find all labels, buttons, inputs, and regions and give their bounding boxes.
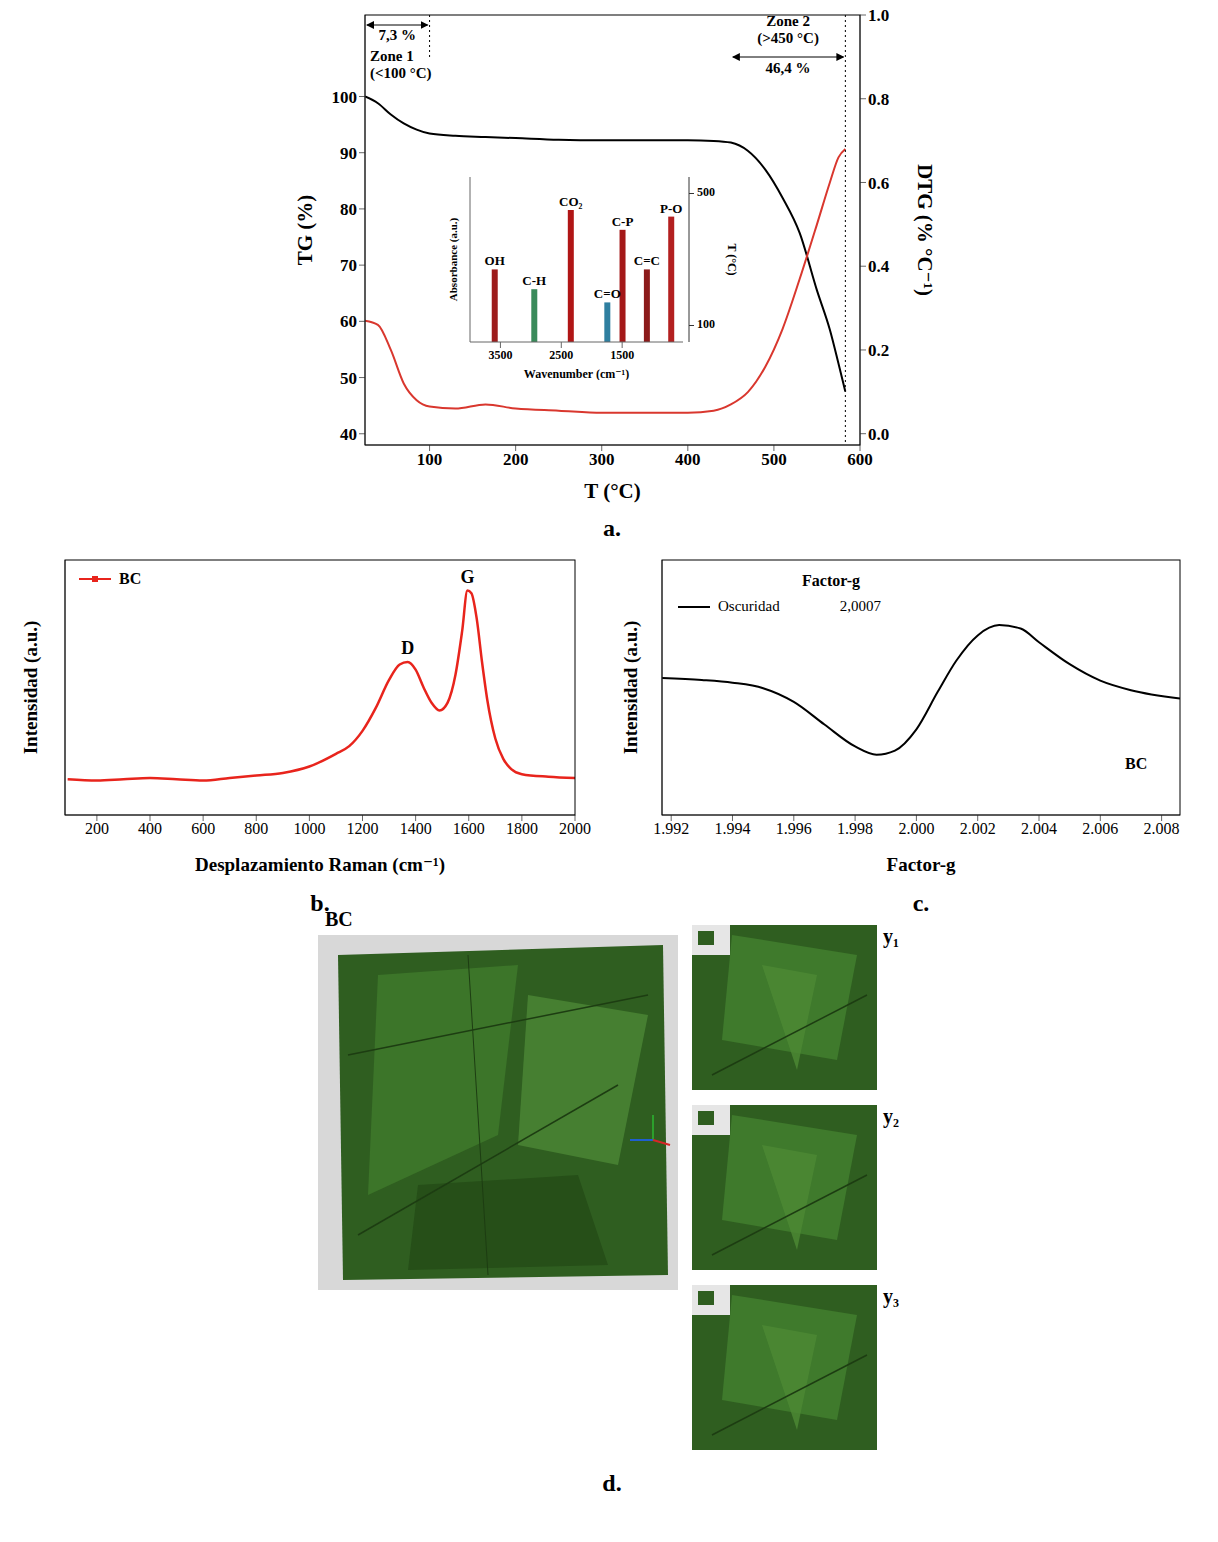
- svg-text:46,4 %: 46,4 %: [766, 60, 811, 76]
- svg-text:CO₂: CO₂: [559, 194, 583, 209]
- svg-text:(>450 °C): (>450 °C): [757, 30, 819, 47]
- html-text:BC: BC: [119, 570, 142, 587]
- html-text:b.: b.: [310, 890, 330, 916]
- svg-text:100: 100: [697, 317, 715, 331]
- html-text:d.: d.: [602, 1470, 622, 1496]
- svg-text:1200: 1200: [347, 820, 379, 837]
- svg-text:T (°C): T (°C): [725, 243, 739, 275]
- svg-text:y₂: y₂: [883, 1105, 899, 1128]
- svg-text:0.8: 0.8: [868, 90, 889, 109]
- svg-text:Intensidad (a.u.): Intensidad (a.u.): [620, 621, 642, 755]
- svg-text:0.2: 0.2: [868, 341, 889, 360]
- svg-text:1500: 1500: [610, 348, 634, 362]
- svg-text:DTG (% °C⁻¹): DTG (% °C⁻¹): [913, 164, 937, 296]
- svg-text:400: 400: [138, 820, 162, 837]
- svg-text:1400: 1400: [400, 820, 432, 837]
- svg-text:Desplazamiento Raman (cm⁻¹): Desplazamiento Raman (cm⁻¹): [195, 854, 445, 876]
- svg-text:800: 800: [244, 820, 268, 837]
- svg-text:y₃: y₃: [883, 1285, 899, 1308]
- svg-text:0.6: 0.6: [868, 174, 889, 193]
- svg-text:1800: 1800: [506, 820, 538, 837]
- svg-text:C-P: C-P: [612, 214, 634, 229]
- svg-text:Absorbance (a.u.): Absorbance (a.u.): [447, 217, 460, 301]
- svg-text:100: 100: [417, 450, 443, 469]
- svg-text:2.008: 2.008: [1144, 820, 1180, 837]
- svg-text:C=C: C=C: [634, 253, 660, 268]
- svg-text:60: 60: [340, 312, 357, 331]
- svg-text:2.002: 2.002: [960, 820, 996, 837]
- svg-text:G: G: [460, 567, 474, 587]
- svg-text:C-H: C-H: [522, 273, 546, 288]
- svg-text:90: 90: [340, 144, 357, 163]
- svg-text:2.004: 2.004: [1021, 820, 1057, 837]
- svg-text:1.992: 1.992: [653, 820, 689, 837]
- svg-text:0.0: 0.0: [868, 425, 889, 444]
- svg-text:300: 300: [589, 450, 615, 469]
- svg-text:80: 80: [340, 200, 357, 219]
- svg-text:P-O: P-O: [660, 201, 682, 216]
- svg-text:Wavenumber (cm⁻¹): Wavenumber (cm⁻¹): [524, 367, 629, 380]
- svg-text:500: 500: [697, 185, 715, 199]
- svg-text:1.998: 1.998: [837, 820, 873, 837]
- html-text:a.: a.: [603, 515, 621, 541]
- html-text:2,0007: 2,0007: [839, 598, 881, 614]
- svg-text:3500: 3500: [488, 348, 512, 362]
- svg-text:C=O: C=O: [594, 286, 621, 301]
- svg-text:(<100 °C): (<100 °C): [370, 65, 432, 82]
- svg-text:1.0: 1.0: [868, 6, 889, 25]
- svg-text:1600: 1600: [453, 820, 485, 837]
- html-text:Oscuridad: Oscuridad: [718, 598, 780, 614]
- svg-text:400: 400: [675, 450, 701, 469]
- svg-text:200: 200: [503, 450, 529, 469]
- svg-text:Factor-g: Factor-g: [887, 854, 956, 875]
- svg-text:1000: 1000: [293, 820, 325, 837]
- html-text:Factor-g: Factor-g: [802, 572, 860, 589]
- svg-text:1.994: 1.994: [714, 820, 750, 837]
- svg-text:40: 40: [340, 425, 357, 444]
- svg-text:2.000: 2.000: [898, 820, 934, 837]
- svg-text:70: 70: [340, 256, 357, 275]
- svg-text:50: 50: [340, 369, 357, 388]
- svg-text:Intensidad (a.u.): Intensidad (a.u.): [20, 621, 42, 755]
- svg-text:y₁: y₁: [883, 925, 899, 948]
- svg-text:T (°C): T (°C): [584, 479, 640, 503]
- svg-text:0.4: 0.4: [868, 257, 890, 276]
- svg-text:1.996: 1.996: [776, 820, 812, 837]
- svg-text:D: D: [401, 638, 414, 658]
- svg-text:BC: BC: [325, 908, 353, 930]
- svg-text:2500: 2500: [549, 348, 573, 362]
- svg-text:100: 100: [332, 88, 358, 107]
- svg-text:200: 200: [85, 820, 109, 837]
- svg-text:7,3 %: 7,3 %: [379, 27, 417, 43]
- svg-text:2000: 2000: [559, 820, 591, 837]
- svg-text:2.006: 2.006: [1082, 820, 1118, 837]
- svg-text:Zone 1: Zone 1: [370, 48, 414, 64]
- svg-text:OH: OH: [485, 253, 505, 268]
- svg-text:500: 500: [761, 450, 787, 469]
- html-text:BC: BC: [1125, 755, 1148, 772]
- html-text:c.: c.: [912, 890, 930, 916]
- svg-text:600: 600: [191, 820, 215, 837]
- svg-text:TG (%): TG (%): [293, 195, 317, 266]
- svg-text:Zone 2: Zone 2: [766, 13, 810, 29]
- svg-text:600: 600: [847, 450, 873, 469]
